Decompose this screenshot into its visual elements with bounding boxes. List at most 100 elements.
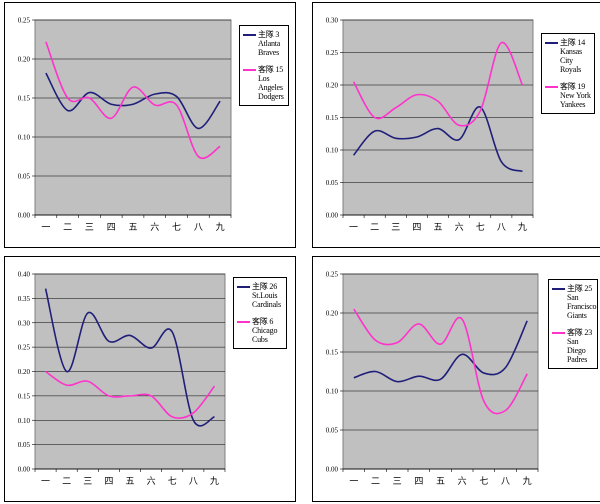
x-tick-label: 八: [501, 477, 510, 487]
legend-label-team2: 客隊 19 New York Yankees: [560, 82, 591, 109]
legend-label-team2: 客隊 6 Chicago Cubs: [252, 317, 278, 344]
x-tick-label: 九: [216, 222, 225, 233]
x-tick-label: 四: [107, 223, 116, 233]
y-tick-label: 0.25: [18, 17, 31, 25]
legend-swatch-team2: [545, 86, 558, 88]
y-tick-label: 0.00: [18, 212, 31, 220]
y-tick-label: 0.10: [18, 134, 31, 142]
y-tick-label: 0.15: [326, 114, 339, 122]
y-tick-label: 0.15: [18, 95, 31, 103]
legend-swatch-team1: [237, 286, 250, 288]
y-tick-label: 0.25: [326, 271, 339, 279]
x-tick-label: 三: [83, 477, 92, 487]
y-tick-label: 0.05: [18, 441, 31, 449]
y-tick-label: 0.35: [18, 295, 31, 303]
series-line-team1: [45, 72, 221, 130]
x-tick-label: 五: [125, 477, 134, 487]
x-tick-label: 二: [370, 223, 379, 233]
chart-panel-cardinals-cubs: 0.00 0.05 0.10 0.15 0.20 0.25 0.30 0.35 0.40 一 二 三 四…: [4, 256, 296, 502]
x-tick-label: 三: [85, 223, 94, 233]
x-tick-label: 七: [172, 222, 181, 233]
legend-swatch-team2: [552, 332, 565, 334]
chart-svg: 0.00 0.05 0.10 0.15 0.20 0.25 0.30 0.35 0.40 一 二 三 四…: [18, 271, 226, 487]
series-line-team2: [45, 41, 221, 159]
y-tick-label: 0.20: [326, 310, 339, 318]
y-tick-label: 0.10: [326, 147, 339, 155]
x-tick-label: 八: [194, 223, 203, 233]
x-tick-label: 六: [455, 221, 464, 233]
x-tick-label: 三: [393, 477, 402, 487]
x-tick-label: 七: [168, 476, 177, 487]
y-tick-label: 0.20: [18, 56, 31, 64]
legend-entry-team1: 主隊 3 Atlanta Braves: [243, 30, 285, 57]
legend-label-team2: 客隊 15 Los Angeles Dodgers: [258, 65, 284, 101]
y-tick-label: 0.15: [18, 392, 31, 400]
y-tick-label: 0.20: [18, 368, 31, 376]
x-tick-label: 四: [414, 477, 423, 487]
chart-legend: 主隊 26 St.Louis Cardinals 客隊 6 Chicago Cu…: [233, 277, 287, 349]
y-tick-label: 0.00: [18, 466, 31, 474]
legend-swatch-team1: [243, 34, 256, 36]
y-tick-label: 0.30: [18, 319, 31, 327]
x-tick-label: 一: [349, 477, 358, 487]
legend-label-team2: 客隊 23 San Diego Padres: [567, 328, 592, 364]
x-tick-label: 三: [391, 223, 400, 233]
series-line-team1: [353, 320, 528, 383]
x-tick-label: 八: [497, 223, 506, 233]
chart-legend: 主隊 3 Atlanta Braves 客隊 15 Los Angeles Do…: [239, 25, 289, 106]
chart-legend: 主隊 25 San Francisco Giants 客隊 23 San Die…: [548, 279, 598, 369]
x-tick-label: 九: [210, 476, 219, 487]
legend-swatch-team2: [237, 321, 250, 323]
x-tick-label: 一: [41, 223, 50, 233]
chart-svg: 0.00 0.05 0.10 0.15 0.20 0.25 一 二 三 四 五 六 七 八 九: [326, 271, 539, 487]
x-tick-label: 九: [518, 222, 527, 233]
x-tick-label: 七: [479, 476, 488, 487]
legend-label-team1: 主隊 14 Kansas City Royals: [560, 38, 585, 74]
y-tick-label: 0.00: [326, 212, 339, 220]
x-tick-label: 五: [433, 223, 442, 233]
series-line-team2: [352, 41, 524, 127]
y-tick-label: 0.20: [326, 82, 339, 90]
legend-swatch-team1: [552, 288, 565, 290]
x-tick-label: 六: [150, 221, 159, 233]
legend-entry-team1: 主隊 25 San Francisco Giants: [552, 284, 597, 320]
x-tick-label: 二: [63, 223, 72, 233]
y-tick-label: 0.40: [18, 271, 31, 279]
x-tick-label: 六: [458, 475, 467, 487]
legend-entry-team2: 客隊 15 Los Angeles Dodgers: [243, 65, 285, 101]
y-tick-label: 0.05: [18, 173, 31, 181]
chart-panel-giants-padres: 0.00 0.05 0.10 0.15 0.20 0.25 一 二 三 四 五 六 七 八 九 主隊 25 …: [312, 256, 600, 502]
series-line-team1: [44, 288, 215, 427]
chart-svg: 0.00 0.05 0.10 0.15 0.20 0.25 一 二 三 四 五 六 七 八 九: [18, 17, 232, 233]
legend-swatch-team1: [545, 42, 558, 44]
x-tick-label: 九: [523, 476, 532, 487]
plot-area: [34, 19, 232, 216]
y-tick-label: 0.10: [18, 417, 31, 425]
chart-svg: 0.00 0.05 0.10 0.15 0.20 0.25 0.30 一 二 三 四 五 六 七 八 九: [326, 17, 534, 233]
x-tick-label: 五: [436, 477, 445, 487]
legend-label-team1: 主隊 26 St.Louis Cardinals: [252, 282, 281, 309]
x-tick-label: 二: [371, 477, 380, 487]
legend-entry-team1: 主隊 26 St.Louis Cardinals: [237, 282, 283, 309]
series-line-team2: [353, 308, 528, 415]
legend-entry-team2: 客隊 6 Chicago Cubs: [237, 317, 283, 344]
x-tick-label: 二: [62, 477, 71, 487]
legend-label-team1: 主隊 3 Atlanta Braves: [258, 30, 281, 57]
y-tick-label: 0.00: [326, 466, 339, 474]
legend-entry-team2: 客隊 23 San Diego Padres: [552, 328, 594, 364]
legend-entry-team1: 主隊 14 Kansas City Royals: [545, 38, 591, 74]
y-tick-label: 0.05: [326, 427, 339, 435]
legend-entry-team2: 客隊 19 New York Yankees: [545, 82, 591, 109]
x-tick-label: 四: [104, 477, 113, 487]
x-tick-label: 四: [412, 223, 421, 233]
legend-swatch-team2: [243, 69, 256, 71]
y-tick-label: 0.25: [326, 49, 339, 57]
y-tick-label: 0.15: [326, 349, 339, 357]
x-tick-label: 一: [41, 477, 50, 487]
y-tick-label: 0.25: [18, 344, 31, 352]
series-line-team1: [352, 106, 523, 173]
x-tick-label: 八: [189, 477, 198, 487]
y-tick-label: 0.05: [326, 179, 339, 187]
chart-panel-braves-dodgers: 0.00 0.05 0.10 0.15 0.20 0.25 一 二 三 四 五 六 七 八 九 主隊 3 A…: [4, 2, 296, 248]
x-tick-label: 五: [128, 223, 137, 233]
